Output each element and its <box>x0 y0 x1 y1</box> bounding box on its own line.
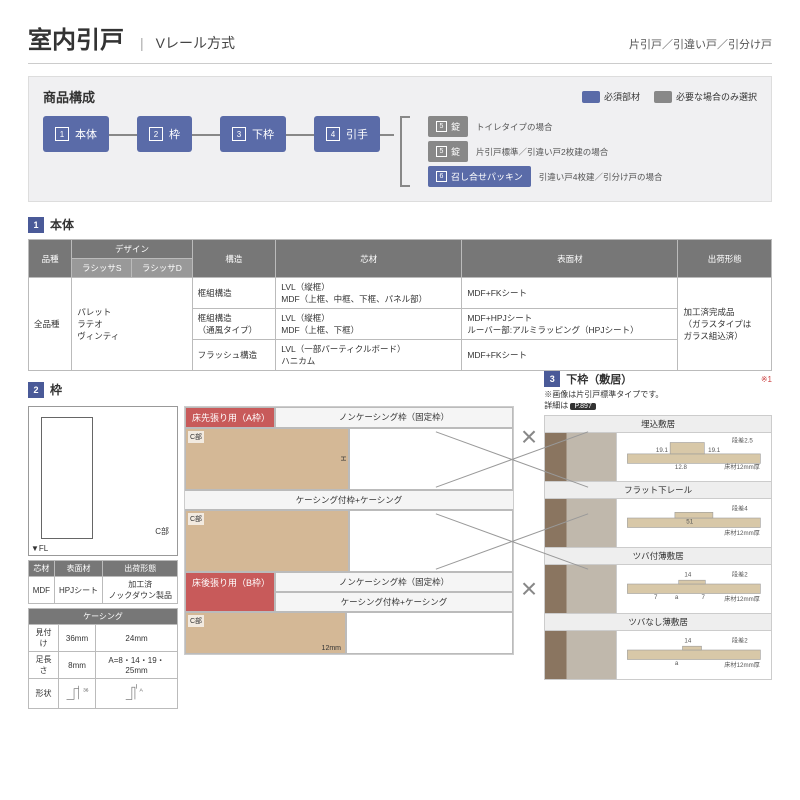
noncasing-label-2: ノンケーシング枠（固定枠） <box>275 572 513 592</box>
flow-branches: 5錠トイレタイプの場合 5錠片引戸標準／引違い戸2枚建の場合 6召し合せパッキン… <box>428 116 662 187</box>
casing-label-2: ケーシング付枠+ケーシング <box>275 592 513 612</box>
svg-text:12.8: 12.8 <box>675 464 688 471</box>
branch-node-2: 5錠 <box>428 141 468 162</box>
section-title-3: 下枠（敷居） <box>566 371 632 387</box>
section-3-note: ※1 <box>761 375 772 384</box>
svg-text:床材12mm厚: 床材12mm厚 <box>725 529 761 537</box>
frame-photo-3: C部12mm <box>185 612 346 654</box>
flow-node-1: 1本体 <box>43 116 109 152</box>
divider: | <box>140 35 144 51</box>
branch-caption-2: 片引戸標準／引違い戸2枚建の場合 <box>476 146 608 158</box>
sill-note: ※画像は片引戸標準タイプです。 詳細は P.897 <box>544 389 772 411</box>
sill-photo-4 <box>545 631 617 679</box>
sill-diagram-3: 14 段差2 7 a 7 床材12mm厚 <box>617 565 771 613</box>
floor-before-header: 床先張り用（A枠） <box>185 407 275 428</box>
branch-node-1: 5錠 <box>428 116 468 137</box>
svg-text:14: 14 <box>685 571 692 578</box>
flow-diagram: 1本体 2枠 3下枠 4引手 5錠トイレタイプの場合 5錠片引戸標準／引違い戸2… <box>43 116 757 187</box>
section-title-1: 本体 <box>50 216 74 233</box>
casing-label: ケーシング付枠+ケーシング <box>185 490 513 510</box>
frame-section-2 <box>349 510 513 572</box>
frame-section-1 <box>349 428 513 490</box>
svg-text:19.1: 19.1 <box>708 447 721 454</box>
page-title: 室内引戸 <box>28 20 124 55</box>
table-main-body: 品種 デザイン 構造 芯材 表面材 出荷形態 ラシッサS ラシッサD 全品種 パ… <box>28 239 772 371</box>
flow-node-3: 3下枠 <box>220 116 286 152</box>
svg-text:36: 36 <box>83 688 89 694</box>
branch-caption-1: トイレタイプの場合 <box>476 121 553 133</box>
section-num-2: 2 <box>28 382 44 398</box>
frame-photo-1: C部H <box>185 428 349 490</box>
svg-text:a: a <box>675 594 679 601</box>
sill-diagram-4: 14 段差2 a 床材12mm厚 <box>617 631 771 679</box>
legend-swatch-required <box>582 91 600 103</box>
sill-row-title-4: ツバなし薄敷居 <box>545 614 771 631</box>
svg-text:7: 7 <box>702 594 706 601</box>
sill-row-title-1: 埋込敷居 <box>545 416 771 433</box>
svg-text:床材12mm厚: 床材12mm厚 <box>725 595 761 603</box>
page-subtitle: Vレール方式 <box>156 33 235 53</box>
section-1-header: 1 本体 <box>28 216 772 233</box>
branch-node-3: 6召し合せパッキン <box>428 166 531 187</box>
door-elevation-diagram: ▼FL C部 <box>28 406 178 556</box>
sill-table: 埋込敷居 段差2.519.119.112.8床材12mm厚 フラット下レール 段… <box>544 415 772 680</box>
sill-photo-2 <box>545 499 617 547</box>
sill-diagram-2: 段差4 51 床材12mm厚 <box>617 499 771 547</box>
legend-label-required: 必須部材 <box>604 90 640 103</box>
composition-title: 商品構成 <box>43 87 95 106</box>
sill-column: 3 下枠（敷居） ※1 ※画像は片引戸標準タイプです。 詳細は P.897 埋込… <box>544 371 772 680</box>
section-title-2: 枠 <box>50 381 62 398</box>
svg-text:7: 7 <box>654 594 658 601</box>
composition-panel: 商品構成 必須部材 必要な場合のみ選択 1本体 2枠 3下枠 4引手 5錠トイレ… <box>28 76 772 202</box>
flow-node-4: 4引手 <box>314 116 380 152</box>
svg-text:段差4: 段差4 <box>732 504 748 512</box>
section-2-header: 2 枠 <box>28 381 514 398</box>
section-num-3: 3 <box>544 371 560 387</box>
casing-table: ケーシング 見付け36mm24mm 足長さ8mmA=8・14・19・25mm 形… <box>28 608 178 709</box>
svg-text:床材12mm厚: 床材12mm厚 <box>725 463 761 471</box>
cross-icon: × <box>520 421 538 453</box>
legend: 必須部材 必要な場合のみ選択 <box>582 90 757 103</box>
sill-diagram-1: 段差2.5 19.1 19.1 12.8 床材12mm厚 <box>617 433 771 481</box>
frame-middle-column: 床先張り用（A枠） ノンケーシング枠（固定枠） C部H ケーシング付枠+ケーシン… <box>184 406 514 713</box>
legend-label-optional: 必要な場合のみ選択 <box>676 90 757 103</box>
svg-text:14: 14 <box>685 637 692 644</box>
noncasing-label: ノンケーシング枠（固定枠） <box>275 407 513 428</box>
svg-text:19.1: 19.1 <box>656 447 669 454</box>
svg-text:51: 51 <box>687 519 694 526</box>
cross-icon: × <box>520 573 538 605</box>
svg-text:段差2: 段差2 <box>732 570 748 578</box>
floor-after-header: 床後張り用（B枠） <box>185 572 275 612</box>
svg-text:段差2: 段差2 <box>732 636 748 644</box>
frame-empty <box>346 612 513 654</box>
legend-swatch-optional <box>654 91 672 103</box>
branch-caption-3: 引違い戸4枚建／引分け戸の場合 <box>539 171 663 183</box>
frame-material-table: 芯材表面材出荷形態 MDFHPJシート加工済 ノックダウン製品 <box>28 560 178 604</box>
sill-photo-1 <box>545 433 617 481</box>
svg-text:a: a <box>675 660 679 667</box>
frame-left-column: ▼FL C部 芯材表面材出荷形態 MDFHPJシート加工済 ノックダウン製品 ケ… <box>28 406 178 713</box>
sill-photo-3 <box>545 565 617 613</box>
frame-photo-2: C部 <box>185 510 349 572</box>
page-header: 室内引戸 | Vレール方式 片引戸／引違い戸／引分け戸 <box>28 20 772 64</box>
page-variants: 片引戸／引違い戸／引分け戸 <box>629 36 772 52</box>
svg-text:A: A <box>140 688 144 694</box>
svg-text:段差2.5: 段差2.5 <box>732 437 753 445</box>
svg-text:床材12mm厚: 床材12mm厚 <box>725 661 761 669</box>
flow-node-2: 2枠 <box>137 116 192 152</box>
sill-row-title-3: ツバ付薄敷居 <box>545 548 771 565</box>
section-num-1: 1 <box>28 217 44 233</box>
